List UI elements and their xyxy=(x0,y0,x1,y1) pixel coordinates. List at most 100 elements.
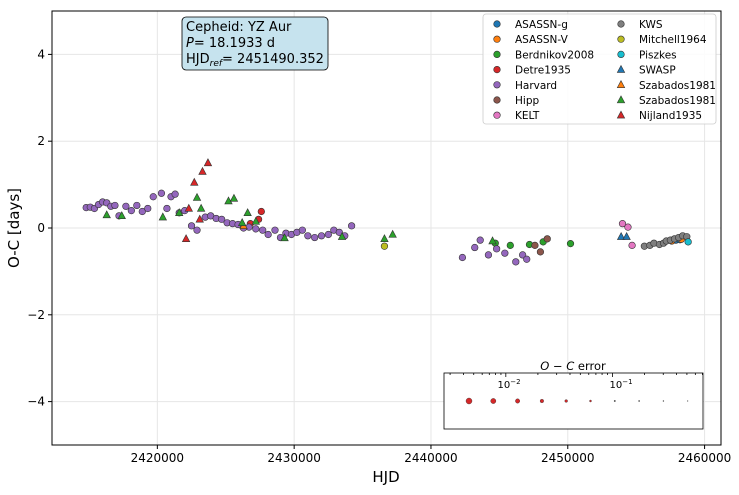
point-kelt-6-0 xyxy=(618,220,627,228)
legend-label-hipp-5: Hipp xyxy=(515,95,539,107)
period-symbol: P xyxy=(186,36,194,51)
error-size-dot-4 xyxy=(564,399,568,403)
y-tick-label-1: −2 xyxy=(27,308,45,322)
point-harvard-4-22 xyxy=(193,226,201,234)
point-harvard-4-26 xyxy=(218,215,226,223)
point-szabados1981-12-7 xyxy=(229,193,239,202)
legend-label-asassn-v-1: ASASSN-V xyxy=(515,34,569,46)
point-nijland1935-13-0 xyxy=(181,234,191,243)
legend-frame xyxy=(482,13,717,125)
point-harvard-4-18 xyxy=(171,190,179,198)
legend-label-kws-7: KWS xyxy=(639,19,663,31)
point-harvard-4-56 xyxy=(519,251,527,259)
y-tick-label-3: 2 xyxy=(37,134,45,148)
point-harvard-4-42 xyxy=(311,233,319,242)
x-tick-label-3: 2450000 xyxy=(541,451,594,465)
point-szabados1981-12-3 xyxy=(175,208,184,216)
x-tick-label-4: 2460000 xyxy=(678,451,731,465)
error-legend-ticks xyxy=(449,373,703,377)
legend-items: ASASSN-g ASASSN-V Berdnikov2008 Detre1935 Ha… xyxy=(493,19,716,122)
data-points xyxy=(82,158,692,266)
legend-marker-szabados1981-12 xyxy=(616,95,626,104)
point-szabados1981-12-10 xyxy=(251,216,261,225)
point-harvard-4-48 xyxy=(348,222,356,230)
point-hipp-5-2 xyxy=(543,235,551,243)
point-swasp-10-1 xyxy=(622,231,631,240)
point-nijland1935-13-2 xyxy=(190,177,199,186)
legend: ASASSN-g ASASSN-V Berdnikov2008 Detre1935 Ha… xyxy=(482,13,717,125)
point-swasp-10-0 xyxy=(616,231,626,240)
x-tick-label-0: 2420000 xyxy=(131,451,184,465)
point-harvard-4-21 xyxy=(187,222,196,230)
y-tick-label-2: 0 xyxy=(37,221,45,235)
point-szabados1981-12-9 xyxy=(243,208,252,216)
error-title-o: O xyxy=(540,359,549,373)
legend-label-nijland1935-13: Nijland1935 xyxy=(639,110,702,122)
legend-marker-szabados1981-11 xyxy=(616,80,626,88)
legend-marker-asassn-g-0 xyxy=(493,20,501,28)
error-size-dot-8 xyxy=(662,400,665,402)
error-title-word: error xyxy=(574,359,606,373)
point-harvard-4-11 xyxy=(133,201,141,210)
error-legend-title: O − C error xyxy=(540,359,606,373)
error-size-markers xyxy=(465,397,689,405)
point-harvard-4-50 xyxy=(471,243,479,252)
point-harvard-4-46 xyxy=(335,228,343,236)
point-harvard-4-14 xyxy=(149,193,157,201)
point-nijland1935-13-3 xyxy=(195,214,204,223)
x-tick-label-1: 2430000 xyxy=(267,451,320,465)
point-harvard-4-9 xyxy=(122,202,130,210)
hjd-subscript: ref xyxy=(210,59,224,69)
point-harvard-4-52 xyxy=(484,251,493,259)
legend-label-swasp-10: SWASP xyxy=(639,65,676,77)
legend-label-szabados1981-11: Szabados1981 xyxy=(639,80,716,92)
point-harvard-4-34 xyxy=(264,230,272,239)
y-axis-label: O-C [days] xyxy=(5,188,23,268)
point-szabados1981-12-13 xyxy=(380,234,389,243)
point-harvard-4-57 xyxy=(523,255,531,263)
y-tick-label-4: 4 xyxy=(37,47,45,61)
point-piszkes-9-0 xyxy=(684,238,692,246)
legend-marker-kelt-6 xyxy=(493,111,501,119)
error-title-c: C xyxy=(566,359,574,373)
point-harvard-4-15 xyxy=(157,189,166,197)
point-szabados1981-12-5 xyxy=(196,203,206,212)
point-harvard-4-55 xyxy=(512,258,520,266)
legend-marker-asassn-v-1 xyxy=(493,35,501,43)
point-harvard-4-41 xyxy=(304,232,312,240)
legend-marker-swasp-10 xyxy=(616,64,626,73)
point-harvard-4-33 xyxy=(259,226,267,234)
info-box: Cepheid: YZ Aur P= 18.1933 d HJDref= 245… xyxy=(181,16,329,71)
point-harvard-4-7 xyxy=(111,201,119,210)
point-harvard-4-13 xyxy=(144,204,152,213)
point-harvard-4-12 xyxy=(138,207,146,216)
legend-marker-hipp-5 xyxy=(493,96,501,104)
point-hipp-5-1 xyxy=(536,248,545,256)
point-szabados1981-12-11 xyxy=(280,233,289,242)
legend-marker-harvard-4 xyxy=(493,81,501,89)
error-title-minus: − xyxy=(549,359,566,373)
error-size-dot-9 xyxy=(687,400,689,402)
point-kelt-6-1 xyxy=(624,223,632,231)
point-nijland1935-13-4 xyxy=(198,166,207,175)
legend-marker-kws-7 xyxy=(617,20,625,28)
info-box-background xyxy=(181,16,329,71)
point-szabados1981-12-12 xyxy=(337,231,347,240)
point-nijland1935-13-5 xyxy=(203,158,213,167)
point-harvard-4-35 xyxy=(271,226,279,234)
point-harvard-4-54 xyxy=(501,249,509,257)
point-harvard-4-32 xyxy=(252,225,260,233)
hjd-symbol: HJD xyxy=(186,52,210,67)
legend-marker-nijland1935-13 xyxy=(616,110,626,119)
error-tick-2-base: 10 xyxy=(609,380,622,391)
point-nijland1935-13-1 xyxy=(184,203,193,212)
x-axis-label: HJD xyxy=(372,468,399,486)
point-harvard-4-51 xyxy=(476,236,484,244)
error-size-dot-3 xyxy=(539,399,544,404)
point-szabados1981-12-0 xyxy=(102,210,111,219)
legend-label-szabados1981-12: Szabados1981 xyxy=(639,95,716,107)
error-tick-1-exp: −2 xyxy=(510,378,520,386)
error-size-dot-0 xyxy=(465,397,473,405)
legend-label-detre1935-3: Detre1935 xyxy=(515,65,571,77)
